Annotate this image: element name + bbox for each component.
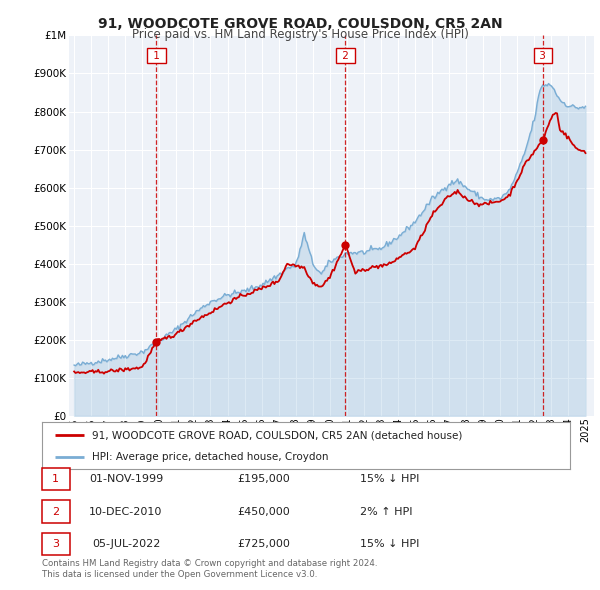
Text: 10-DEC-2010: 10-DEC-2010 [89, 507, 163, 516]
Text: HPI: Average price, detached house, Croydon: HPI: Average price, detached house, Croy… [92, 453, 329, 462]
Text: £195,000: £195,000 [238, 474, 290, 484]
Text: Contains HM Land Registry data © Crown copyright and database right 2024.: Contains HM Land Registry data © Crown c… [42, 559, 377, 568]
Text: 15% ↓ HPI: 15% ↓ HPI [360, 539, 419, 549]
Text: 3: 3 [536, 51, 550, 61]
Text: 2: 2 [339, 51, 352, 61]
Text: £450,000: £450,000 [238, 507, 290, 516]
Text: 1: 1 [52, 474, 59, 484]
Text: £725,000: £725,000 [238, 539, 290, 549]
Text: This data is licensed under the Open Government Licence v3.0.: This data is licensed under the Open Gov… [42, 571, 317, 579]
Text: 1: 1 [150, 51, 163, 61]
Text: 01-NOV-1999: 01-NOV-1999 [89, 474, 163, 484]
Text: Price paid vs. HM Land Registry's House Price Index (HPI): Price paid vs. HM Land Registry's House … [131, 28, 469, 41]
Text: 91, WOODCOTE GROVE ROAD, COULSDON, CR5 2AN: 91, WOODCOTE GROVE ROAD, COULSDON, CR5 2… [98, 17, 502, 31]
Text: 3: 3 [52, 539, 59, 549]
Text: 91, WOODCOTE GROVE ROAD, COULSDON, CR5 2AN (detached house): 91, WOODCOTE GROVE ROAD, COULSDON, CR5 2… [92, 430, 463, 440]
Text: 15% ↓ HPI: 15% ↓ HPI [360, 474, 419, 484]
Text: 2: 2 [52, 507, 59, 516]
Text: 2% ↑ HPI: 2% ↑ HPI [360, 507, 413, 516]
Text: 05-JUL-2022: 05-JUL-2022 [92, 539, 160, 549]
